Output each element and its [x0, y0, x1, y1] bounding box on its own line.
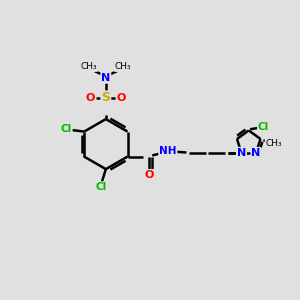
- Text: Cl: Cl: [258, 122, 269, 132]
- Text: Cl: Cl: [96, 182, 107, 192]
- Text: N: N: [237, 148, 246, 158]
- Text: N: N: [101, 73, 110, 83]
- Text: N: N: [251, 148, 261, 158]
- Text: O: O: [86, 93, 95, 103]
- Text: N: N: [237, 148, 246, 158]
- Text: O: O: [144, 170, 153, 180]
- Text: O: O: [116, 93, 126, 103]
- Text: Cl: Cl: [60, 124, 71, 134]
- Text: CH₃: CH₃: [266, 139, 282, 148]
- Text: NH: NH: [159, 146, 177, 156]
- Text: S: S: [101, 92, 110, 104]
- Text: CH₃: CH₃: [80, 62, 97, 71]
- Text: CH₃: CH₃: [115, 62, 131, 71]
